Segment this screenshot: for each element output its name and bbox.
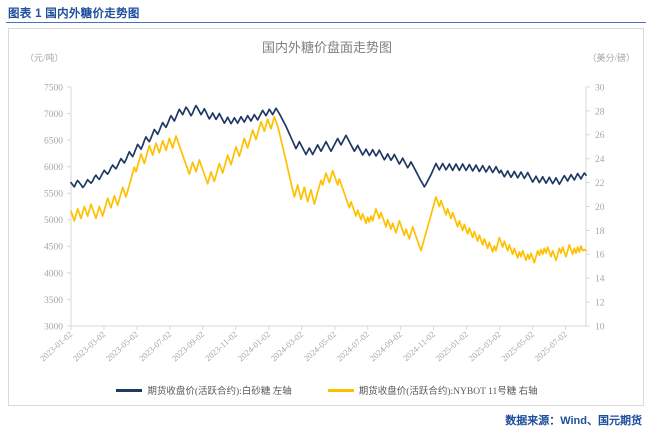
svg-text:26: 26 [595,131,605,141]
svg-text:2024-03-02: 2024-03-02 [269,329,305,363]
svg-text:6000: 6000 [44,163,63,173]
svg-text:4500: 4500 [44,243,63,253]
svg-text:2023-01-02: 2023-01-02 [38,329,74,363]
svg-text:16: 16 [595,251,605,261]
svg-text:10: 10 [595,322,605,332]
svg-text:2024-07-02: 2024-07-02 [335,329,371,363]
svg-text:3000: 3000 [44,322,63,332]
svg-text:5500: 5500 [44,190,63,200]
svg-text:2025-01-02: 2025-01-02 [433,329,469,363]
legend-label: 期货收盘价(活跃合约):NYBOT 11号糖 右轴 [358,387,538,397]
svg-text:14: 14 [595,275,605,285]
legend-label: 期货收盘价(活跃合约):白砂糖 左轴 [147,387,292,397]
svg-text:7500: 7500 [44,83,63,93]
svg-text:2023-11-02: 2023-11-02 [203,329,239,363]
svg-text:12: 12 [595,299,605,309]
legend-swatch-line-icon [327,388,354,392]
caption-divider [6,22,646,23]
right-axis-unit-label: （美分/磅） [587,53,635,63]
svg-text:2025-07-02: 2025-07-02 [532,329,568,363]
svg-text:2023-07-02: 2023-07-02 [137,329,173,363]
svg-text:30: 30 [595,83,605,93]
svg-text:24: 24 [595,155,605,165]
svg-text:28: 28 [595,107,605,117]
svg-text:2024-11-02: 2024-11-02 [401,329,437,363]
svg-text:3500: 3500 [44,296,63,306]
legend-entry-baishatang[interactable]: 期货收盘价(活跃合约):白砂糖 左轴 [116,383,292,397]
svg-text:2025-03-02: 2025-03-02 [466,329,502,363]
source-note: 数据来源：Wind、国元期货 [505,415,642,427]
svg-text:2025-05-02: 2025-05-02 [499,329,535,363]
figure-caption: 图表 1 国内外糖价走势图 [8,8,140,20]
svg-text:22: 22 [595,179,605,189]
svg-text:5000: 5000 [44,216,63,226]
chart-card: 国内外糖价盘面走势图 （元/吨） （美分/磅） 3000 3500 4000 4500… [8,28,644,406]
svg-text:6500: 6500 [44,137,63,147]
svg-text:7000: 7000 [44,110,63,120]
line-chart-plot: 3000 3500 4000 4500 5000 5500 6000 6500 7000 7500… [38,83,605,363]
svg-text:18: 18 [595,227,605,237]
chart-legend: 期货收盘价(活跃合约):白砂糖 左轴 期货收盘价(活跃合约):NYBOT 11号… [9,383,645,397]
svg-text:2023-05-02: 2023-05-02 [104,329,140,363]
legend-entry-nybot11[interactable]: 期货收盘价(活跃合约):NYBOT 11号糖 右轴 [327,383,538,397]
chart-title: 国内外糖价盘面走势图 [261,40,392,55]
svg-text:2023-03-02: 2023-03-02 [71,329,107,363]
svg-text:2024-05-02: 2024-05-02 [302,329,338,363]
svg-text:4000: 4000 [44,269,63,279]
left-axis-unit-label: （元/吨） [25,53,64,63]
svg-text:2024-01-02: 2024-01-02 [236,329,272,363]
svg-text:2023-09-02: 2023-09-02 [170,329,206,363]
legend-swatch-line-icon [116,388,143,392]
svg-text:20: 20 [595,203,605,213]
svg-text:2024-09-02: 2024-09-02 [368,329,404,363]
